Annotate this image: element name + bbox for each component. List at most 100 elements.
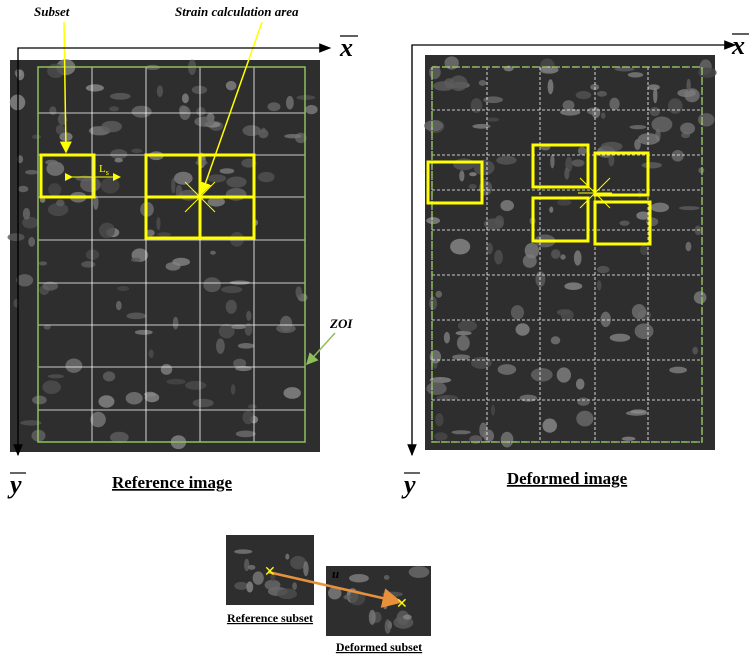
texture-grain [135,330,153,335]
texture-grain [498,364,517,375]
texture-grain [208,174,226,182]
texture-grain [600,312,610,327]
texture-grain [424,120,443,131]
strain-area-label: Strain calculation area [175,4,299,19]
deformed-caption: Deformed image [507,469,628,488]
texture-grain [131,149,142,153]
texture-grain [531,368,553,382]
texture-grain [576,91,592,99]
texture-grain [98,395,114,407]
texture-grain [630,409,647,413]
texture-grain [172,258,190,266]
texture-grain [561,309,574,320]
texture-grain [426,217,440,224]
texture-grain [486,118,499,122]
texture-grain [238,343,254,349]
texture-grain [277,588,297,599]
texture-grain [226,176,246,187]
texture-grain [551,249,561,259]
texture-grain [157,85,163,97]
texture-grain [564,282,582,290]
texture-grain [679,206,700,210]
texture-grain [131,258,141,262]
texture-grain [543,419,557,433]
texture-grain [436,291,442,298]
texture-grain [49,106,56,115]
texture-grain [161,364,173,375]
texture-grain [286,96,294,110]
texture-grain [433,81,454,91]
texture-grain [210,251,216,255]
texture-grain [383,600,387,609]
reference-subset-caption: Reference subset [227,611,313,625]
texture-grain [557,367,571,382]
texture-grain [231,384,236,394]
texture-grain [234,549,252,554]
subset-label: Subset [34,4,70,19]
zoi-label: ZOI [329,316,353,331]
texture-grain [635,323,654,339]
texture-grain [434,432,447,440]
texture-grain [110,149,127,159]
texture-grain [610,334,630,342]
texture-grain [426,382,446,395]
texture-grain [619,220,629,225]
texture-grain [81,261,95,268]
texture-grain [516,323,530,335]
texture-grain [385,619,391,633]
texture-grain [156,217,160,230]
texture-grain [550,154,554,168]
texture-grain [632,304,646,319]
texture-grain [7,233,24,241]
texture-grain [179,190,199,201]
texture-grain [126,392,143,404]
texture-grain [640,245,648,256]
texture-grain [132,106,152,118]
texture-grain [456,331,472,336]
texture-grain [384,575,390,580]
texture-grain [686,242,692,252]
texture-grain [435,413,443,426]
y-axis-label: y [7,470,22,499]
texture-grain [369,610,376,625]
texture-grain [248,565,256,570]
texture-grain [42,380,61,394]
texture-grain [471,357,492,369]
texture-grain [114,158,122,163]
texture-grain [109,106,119,111]
texture-grain [343,595,351,600]
texture-grain [173,317,179,330]
texture-grain [483,96,503,103]
texture-grain [90,412,105,428]
texture-grain [469,184,477,189]
texture-grain [560,254,565,259]
texture-grain [653,87,657,103]
texture-grain [574,250,582,265]
texture-grain [99,223,115,239]
texture-grain [86,250,100,260]
texture-grain [651,203,669,213]
texture-grain [28,237,35,247]
def-point: ✕ [396,596,408,612]
y-axis-label: y [401,470,416,499]
deformed-subset-caption: Deformed subset [336,640,422,654]
texture-grain [56,199,65,206]
texture-grain [628,72,644,77]
texture-grain [16,274,33,286]
texture-grain [185,381,206,390]
texture-grain [194,116,214,126]
texture-grain [453,158,475,170]
texture-grain [110,93,131,100]
texture-grain [285,554,289,560]
x-axis-label: x [731,31,745,60]
texture-grain [578,147,586,155]
texture-grain [471,98,483,113]
diagram: Ls Subset Strain calculation area ZOI x … [0,0,749,661]
texture-grain [495,215,504,227]
texture-grain [577,398,589,406]
texture-grain [284,134,302,138]
texture-grain [609,98,619,111]
texture-grain [234,582,248,590]
texture-grain [246,581,253,592]
texture-grain [166,379,185,385]
